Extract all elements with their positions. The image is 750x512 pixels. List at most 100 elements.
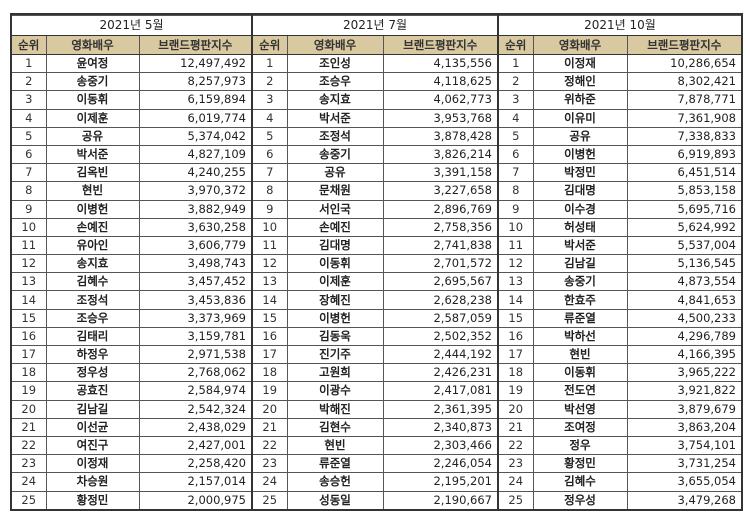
rank-cell: 10 — [12, 217, 47, 237]
actor-name-cell: 정우성 — [45, 363, 140, 383]
score-cell: 2,628,238 — [382, 290, 497, 310]
score-cell: 2,896,769 — [382, 199, 497, 219]
table-row: 10 손예진 2,758,356 — [253, 217, 497, 237]
actor-name-cell: 손예진 — [286, 217, 384, 237]
rank-cell: 16 — [253, 326, 288, 347]
rank-cell: 2 — [499, 72, 534, 92]
actor-name-cell: 박해진 — [286, 399, 384, 419]
table-row: 7 김옥빈 4,240,255 — [12, 163, 251, 183]
actor-name-cell: 조승우 — [286, 72, 384, 92]
rank-cell: 23 — [253, 454, 288, 474]
score-cell: 3,921,822 — [626, 381, 741, 401]
table-row: 5 공유 7,338,833 — [499, 126, 741, 146]
rank-cell: 7 — [12, 163, 47, 183]
score-cell: 6,159,894 — [138, 90, 251, 110]
score-cell: 2,758,356 — [382, 217, 497, 237]
rank-cell: 14 — [499, 290, 534, 310]
actor-name-cell: 서인국 — [286, 199, 384, 219]
score-cell: 4,166,395 — [626, 344, 741, 365]
actor-name-cell: 정해인 — [532, 72, 628, 92]
table-row: 8 문채원 3,227,658 — [253, 181, 497, 201]
score-cell: 2,000,975 — [138, 490, 251, 510]
score-cell: 2,701,572 — [382, 254, 497, 274]
score-cell: 2,157,014 — [138, 472, 251, 492]
score-cell: 2,427,001 — [138, 435, 251, 456]
table-row: 23 류준열 2,246,054 — [253, 454, 497, 474]
table-row: 4 박서준 3,953,768 — [253, 108, 497, 128]
actor-name-cell: 김남길 — [45, 399, 140, 419]
score-cell: 4,841,653 — [626, 290, 741, 310]
rank-cell: 19 — [12, 381, 47, 401]
table-row: 8 현빈 3,970,372 — [12, 181, 251, 201]
score-cell: 5,695,716 — [626, 199, 741, 219]
rank-cell: 13 — [253, 272, 288, 292]
score-cell: 7,338,833 — [626, 126, 741, 146]
score-cell: 3,159,781 — [138, 326, 251, 347]
actor-name-cell: 이동휘 — [45, 90, 140, 110]
table-row: 17 하정우 2,971,538 — [12, 344, 251, 365]
rank-cell: 8 — [499, 181, 534, 201]
table-row: 3 위하준 7,878,771 — [499, 90, 741, 110]
score-cell: 3,630,258 — [138, 217, 251, 237]
table-row: 13 김혜수 3,457,452 — [12, 272, 251, 292]
score-cell: 2,741,838 — [382, 235, 497, 256]
rank-cell: 1 — [253, 53, 288, 74]
actor-name-cell: 김남길 — [532, 254, 628, 274]
actor-name-cell: 장혜진 — [286, 290, 384, 310]
rank-cell: 22 — [253, 435, 288, 456]
actor-name-cell: 김태리 — [45, 326, 140, 347]
actor-name-cell: 손예진 — [45, 217, 140, 237]
score-cell: 3,457,452 — [138, 272, 251, 292]
table-row: 25 황정민 2,000,975 — [12, 490, 251, 510]
score-cell: 4,296,789 — [626, 326, 741, 347]
table-row: 25 정우성 3,479,268 — [499, 490, 741, 510]
score-cell: 2,502,352 — [382, 326, 497, 347]
column-header-actor: 영화배우 — [532, 35, 628, 55]
table-row: 1 조인성 4,135,556 — [253, 53, 497, 74]
rank-cell: 10 — [253, 217, 288, 237]
actor-name-cell: 김옥빈 — [45, 163, 140, 183]
rank-cell: 24 — [253, 472, 288, 492]
ranking-table: 2021년 10월 순위 영화배우 브랜드평판지수 1 이정재 10,286,654 2 정해인… — [499, 15, 741, 510]
rank-cell: 2 — [12, 72, 47, 92]
table-row: 13 송중기 4,873,554 — [499, 272, 741, 292]
rank-cell: 18 — [253, 363, 288, 383]
table-row: 11 김대명 2,741,838 — [253, 235, 497, 256]
actor-name-cell: 김혜수 — [45, 272, 140, 292]
actor-name-cell: 류준열 — [286, 454, 384, 474]
score-cell: 2,417,081 — [382, 381, 497, 401]
rank-cell: 15 — [499, 308, 534, 328]
table-row: 12 김남길 5,136,545 — [499, 254, 741, 274]
actor-name-cell: 공유 — [45, 126, 140, 146]
score-cell: 3,373,969 — [138, 308, 251, 328]
score-cell: 6,451,514 — [626, 163, 741, 183]
actor-name-cell: 송지효 — [45, 254, 140, 274]
rank-cell: 6 — [499, 144, 534, 165]
rank-cell: 19 — [499, 381, 534, 401]
table-row: 3 이동휘 6,159,894 — [12, 90, 251, 110]
rank-cell: 12 — [12, 254, 47, 274]
table-row: 12 송지효 3,498,743 — [12, 254, 251, 274]
table-row: 2 정해인 8,302,421 — [499, 72, 741, 92]
rank-cell: 9 — [12, 199, 47, 219]
score-cell: 4,240,255 — [138, 163, 251, 183]
score-cell: 4,873,554 — [626, 272, 741, 292]
table-row: 15 조승우 3,373,969 — [12, 308, 251, 328]
score-cell: 5,374,042 — [138, 126, 251, 146]
rank-cell: 11 — [499, 235, 534, 256]
table-row: 2 조승우 4,118,625 — [253, 72, 497, 92]
rank-cell: 6 — [12, 144, 47, 165]
score-cell: 8,257,973 — [138, 72, 251, 92]
score-cell: 2,542,324 — [138, 399, 251, 419]
actor-name-cell: 이정재 — [45, 454, 140, 474]
actor-name-cell: 류준열 — [532, 308, 628, 328]
table-row: 5 공유 5,374,042 — [12, 126, 251, 146]
month-title: 2021년 5월 — [12, 15, 251, 36]
rank-cell: 20 — [499, 399, 534, 419]
actor-name-cell: 박선영 — [532, 399, 628, 419]
actor-name-cell: 김대명 — [286, 235, 384, 256]
rank-cell: 10 — [499, 217, 534, 237]
ranking-table: 2021년 5월 순위 영화배우 브랜드평판지수 1 윤여정 12,497,492 2 송중기 8… — [12, 15, 251, 510]
table-row: 17 진기주 2,444,192 — [253, 344, 497, 365]
table-row: 10 허성태 5,624,992 — [499, 217, 741, 237]
